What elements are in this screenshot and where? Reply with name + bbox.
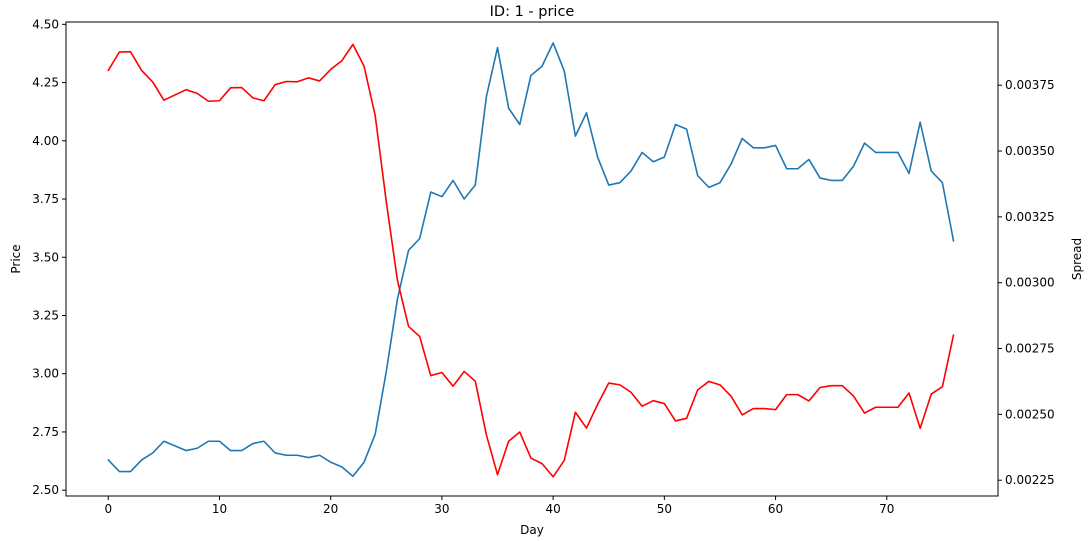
y-right-tick-label: 0.00250	[1005, 407, 1055, 421]
y-left-tick-label: 4.00	[32, 134, 59, 148]
y-right-tick-label: 0.00350	[1005, 144, 1055, 158]
x-tick-label: 60	[768, 502, 783, 516]
spread-series-line	[107, 43, 955, 478]
x-tick-label: 30	[434, 502, 449, 516]
y-left-tick-label: 3.50	[32, 250, 59, 264]
y-left-tick-label: 3.75	[32, 192, 59, 206]
x-tick-label: 0	[104, 502, 112, 516]
x-axis: 0 10 20 30 40 50 60 70	[104, 496, 894, 516]
y-axis-left-label: Price	[9, 244, 23, 273]
x-axis-label: Day	[520, 523, 544, 537]
y-left-tick-label: 4.50	[32, 17, 59, 31]
price-series-line	[107, 42, 955, 478]
y-left-tick-label: 2.75	[32, 425, 59, 439]
y-right-tick-label: 0.00325	[1005, 210, 1055, 224]
y-left-tick-label: 3.25	[32, 308, 59, 322]
y-axis-right: 0.00225 0.00250 0.00275 0.00300 0.00325 0.003…	[998, 78, 1055, 487]
x-tick-label: 20	[323, 502, 338, 516]
y-right-tick-label: 0.00300	[1005, 276, 1055, 290]
y-axis-right-label: Spread	[1070, 238, 1084, 280]
y-right-tick-label: 0.00275	[1005, 342, 1055, 356]
y-right-tick-label: 0.00375	[1005, 78, 1055, 92]
chart-title: ID: 1 - price	[490, 4, 575, 20]
y-left-tick-label: 4.25	[32, 76, 59, 90]
y-axis-left: 2.50 2.75 3.00 3.25 3.50 3.75 4.00 4.25 4.50	[32, 17, 66, 497]
y-right-tick-label: 0.00225	[1005, 473, 1055, 487]
y-left-tick-label: 2.50	[32, 483, 59, 497]
y-left-tick-label: 3.00	[32, 367, 59, 381]
x-tick-label: 50	[657, 502, 672, 516]
series-layer	[107, 42, 955, 478]
x-tick-label: 70	[879, 502, 894, 516]
x-tick-label: 10	[212, 502, 227, 516]
x-tick-label: 40	[545, 502, 560, 516]
plot-frame	[65, 21, 999, 497]
